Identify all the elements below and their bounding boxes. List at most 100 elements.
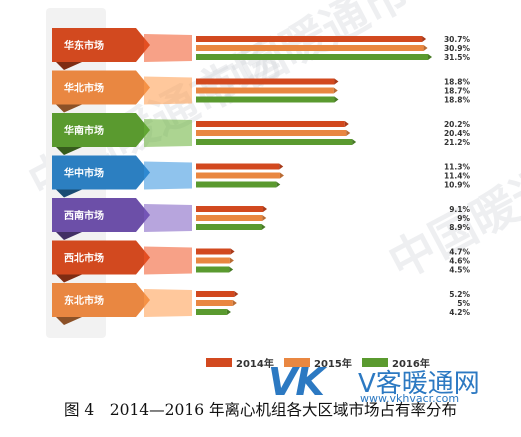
legend-swatch <box>362 358 388 367</box>
bar-tip <box>423 45 428 51</box>
legend-swatch <box>284 358 310 367</box>
data-label: 4.2% <box>449 308 470 317</box>
data-label: 30.7% <box>444 35 471 44</box>
brand-logo: VK V客暖通网 www.vkhvacr.com <box>268 360 516 405</box>
bar-tip <box>428 54 432 60</box>
ribbon-西北市场 <box>52 240 150 275</box>
bar <box>196 87 334 94</box>
bar <box>196 300 233 306</box>
ribbon-connector <box>144 34 192 62</box>
ribbon-connector <box>144 246 192 275</box>
brand-vk-mark: VK <box>268 360 325 404</box>
data-label: 18.8% <box>444 78 471 87</box>
data-label: 20.2% <box>444 120 471 129</box>
bar-tip <box>262 215 267 221</box>
data-label: 20.4% <box>444 129 471 138</box>
legend-label: 2014年 <box>236 357 274 370</box>
bar <box>196 163 280 170</box>
data-label: 9.1% <box>449 205 470 214</box>
ribbon-fold <box>56 317 82 325</box>
ribbon-华东市场 <box>52 28 150 62</box>
bar <box>196 36 423 42</box>
bar <box>196 121 345 127</box>
bar <box>196 224 262 230</box>
legend-label: 2016年 <box>392 357 430 370</box>
figure-caption: 图 4 2014—2016 年离心机组各大区域市场占有率分布 <box>63 401 458 419</box>
brand-name: V客暖通网 <box>358 369 480 399</box>
ribbon-connector <box>144 161 192 190</box>
bar <box>196 266 230 273</box>
data-label: 30.9% <box>444 44 471 53</box>
bar <box>196 248 231 255</box>
bar <box>196 257 230 264</box>
legend: 2014年 2015年 2016年 <box>206 357 430 370</box>
bar <box>196 181 277 188</box>
bar <box>196 172 280 179</box>
region-label: 西南市场 <box>64 209 104 222</box>
ribbon-connector <box>144 289 192 317</box>
ribbon-华南市场 <box>52 113 150 147</box>
bar-tip <box>229 257 234 264</box>
bar <box>196 130 347 136</box>
bar <box>196 54 428 60</box>
data-label: 8.9% <box>449 223 470 232</box>
bar-tip <box>232 300 237 306</box>
data-label: 11.3% <box>444 163 471 172</box>
legend-label: 2015年 <box>314 357 352 370</box>
bar <box>196 45 424 51</box>
region-label: 华中市场 <box>64 167 104 180</box>
bar-tip <box>276 181 281 188</box>
ribbon-connector <box>144 204 192 232</box>
data-label: 18.7% <box>444 87 471 96</box>
ribbon-fold <box>56 232 82 240</box>
data-label: 4.7% <box>449 248 470 257</box>
bar-tip <box>261 224 266 230</box>
ribbon-fold <box>56 274 82 283</box>
bar-tip <box>334 78 339 85</box>
data-label: 4.6% <box>449 257 470 266</box>
bar-tip <box>229 266 234 273</box>
ribbon-西南市场 <box>52 198 150 232</box>
region-label: 西北市场 <box>64 252 104 265</box>
region-label: 华东市场 <box>64 39 104 52</box>
region-label: 华南市场 <box>64 124 104 137</box>
data-label: 18.8% <box>444 96 471 105</box>
legend-swatch <box>206 358 232 367</box>
ribbon-华中市场 <box>52 155 150 190</box>
brand-url: www.vkhvacr.com <box>360 392 460 405</box>
bar <box>196 206 264 212</box>
ribbon-fold <box>56 104 82 113</box>
bar-tip <box>346 130 351 136</box>
data-label: 31.5% <box>444 53 471 62</box>
ribbon-fold <box>56 62 82 70</box>
bar-tip <box>334 96 339 103</box>
ribbon-fold <box>56 189 82 198</box>
bar-tip <box>234 291 239 297</box>
bar <box>196 139 353 145</box>
ribbon-华北市场 <box>52 70 150 105</box>
bar <box>196 78 335 85</box>
data-label: 21.2% <box>444 138 471 147</box>
bars <box>196 36 432 315</box>
bar <box>196 215 263 221</box>
bar <box>196 309 227 315</box>
ribbon-connector <box>144 119 192 147</box>
data-label: 5% <box>457 299 470 308</box>
ribbon-connector <box>144 76 192 105</box>
bar-tip <box>279 163 284 170</box>
region-label: 华北市场 <box>64 82 104 95</box>
data-label: 11.4% <box>444 172 471 181</box>
bar-tip <box>279 172 284 179</box>
bar-tip <box>230 248 235 255</box>
bar-tip <box>352 139 357 145</box>
value-labels: 30.7%30.9%31.5% 18.8%18.7%18.8% 20.2%20.4%… <box>444 35 471 317</box>
data-label: 9% <box>457 214 470 223</box>
ribbon-东北市场 <box>52 283 150 317</box>
bar-tip <box>333 87 338 94</box>
bar <box>196 291 235 297</box>
ribbon-fold <box>56 147 82 155</box>
region-label: 东北市场 <box>64 294 104 307</box>
data-label: 5.2% <box>449 290 470 299</box>
